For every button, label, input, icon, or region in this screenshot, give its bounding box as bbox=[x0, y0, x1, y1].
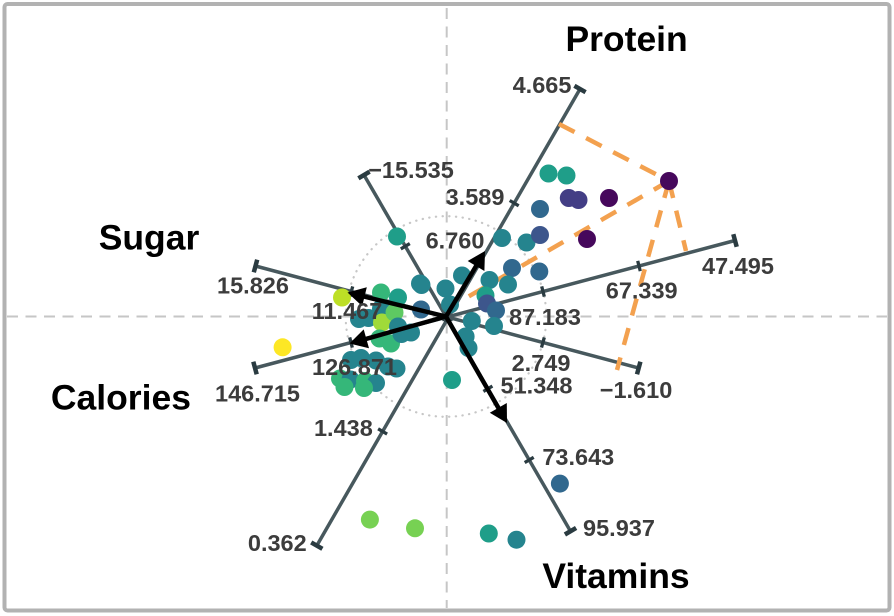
svg-text:67.339: 67.339 bbox=[606, 278, 678, 304]
svg-text:4.665: 4.665 bbox=[513, 72, 572, 98]
svg-text:1.438: 1.438 bbox=[314, 415, 373, 441]
svg-text:−1.610: −1.610 bbox=[600, 377, 673, 403]
svg-text:Vitamins: Vitamins bbox=[542, 556, 689, 596]
svg-text:2.749: 2.749 bbox=[512, 350, 571, 376]
svg-text:Calories: Calories bbox=[51, 377, 191, 417]
svg-text:87.183: 87.183 bbox=[509, 304, 581, 330]
svg-text:47.495: 47.495 bbox=[702, 253, 774, 279]
svg-text:73.643: 73.643 bbox=[542, 444, 614, 470]
svg-text:95.937: 95.937 bbox=[583, 515, 655, 541]
svg-text:0.362: 0.362 bbox=[248, 530, 307, 556]
svg-text:11.467: 11.467 bbox=[312, 298, 383, 324]
svg-text:51.348: 51.348 bbox=[501, 373, 573, 399]
svg-text:126.871: 126.871 bbox=[312, 354, 397, 380]
svg-text:15.826: 15.826 bbox=[217, 273, 289, 299]
svg-text:6.760: 6.760 bbox=[426, 228, 485, 254]
svg-text:−15.535: −15.535 bbox=[368, 157, 454, 183]
svg-text:146.715: 146.715 bbox=[215, 381, 300, 407]
svg-text:Protein: Protein bbox=[565, 19, 687, 59]
svg-text:3.589: 3.589 bbox=[446, 184, 505, 210]
svg-text:Sugar: Sugar bbox=[99, 217, 200, 257]
